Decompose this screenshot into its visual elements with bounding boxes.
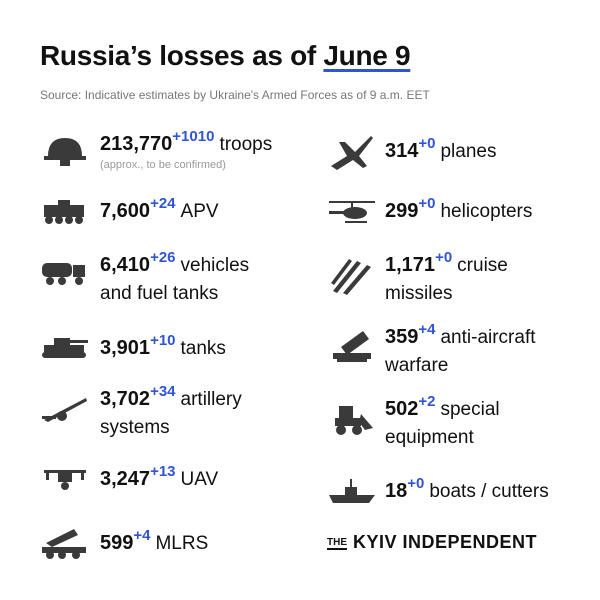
title-text: Russia’s losses as of [40, 40, 316, 71]
count: 314 [385, 140, 419, 162]
count: 18 [385, 480, 408, 502]
missiles-icon [331, 259, 371, 295]
truck-icon [42, 263, 85, 285]
loss-item: 299+0 helicopters [385, 195, 533, 226]
source: Source: Indicative estimates by Ukraine'… [40, 88, 430, 102]
count: 3,901 [100, 337, 151, 359]
delta: +4 [133, 527, 151, 544]
apv-icon [44, 200, 84, 224]
count: 7,600 [100, 200, 151, 222]
label: MLRS [155, 533, 209, 554]
helicopter-icon [329, 201, 375, 223]
delta: +0 [418, 135, 436, 152]
boat-icon [329, 479, 375, 503]
count: 299 [385, 200, 419, 222]
title-date: June 9 [323, 40, 411, 71]
loss-item: 1,171+0 cruise missiles [385, 249, 508, 307]
note: (approx., to be confirmed) [100, 159, 226, 171]
count: 359 [385, 326, 419, 348]
delta: +1010 [172, 128, 215, 145]
count: 599 [100, 532, 134, 554]
label: tanks [180, 338, 226, 359]
loss-item: 359+4 anti-aircraft warfare [385, 321, 536, 379]
label: special [440, 399, 500, 420]
loss-item: 3,247+13 UAV [100, 463, 219, 494]
label: systems [100, 417, 170, 438]
label: anti-aircraft [440, 327, 536, 348]
count: 3,702 [100, 388, 151, 410]
drone-icon [44, 470, 86, 490]
loss-item: 502+2 special equipment [385, 393, 500, 451]
delta: +13 [150, 463, 176, 480]
label: equipment [385, 427, 474, 448]
delta: +34 [150, 383, 176, 400]
logo-name: KYIV INDEPENDENT [353, 532, 538, 552]
loss-item: 314+0 planes [385, 135, 497, 166]
label: missiles [385, 283, 453, 304]
loss-item: 599+4 MLRS [100, 527, 209, 558]
label: boats / cutters [429, 481, 549, 502]
label: vehicles [180, 255, 250, 276]
count: 502 [385, 398, 419, 420]
loss-item: 3,702+34 artillery systems [100, 383, 242, 441]
delta: +24 [150, 195, 176, 212]
label: artillery [180, 389, 242, 410]
logo: THE KYIV INDEPENDENT [327, 532, 537, 553]
artillery-icon [42, 398, 87, 422]
label: warfare [385, 355, 449, 376]
loss-item: 18+0 boats / cutters [385, 475, 549, 506]
loss-item: 213,770+1010 troops (approx., to be confir… [100, 128, 273, 171]
plane-icon [331, 136, 373, 170]
label: cruise [457, 255, 508, 276]
loss-item: 3,901+10 tanks [100, 332, 226, 363]
mlrs-icon [42, 529, 86, 559]
loss-item: 6,410+26 vehicles and fuel tanks [100, 249, 250, 307]
count: 3,247 [100, 468, 151, 490]
tank-icon [42, 338, 88, 358]
helmet-icon [44, 138, 86, 166]
count: 1,171 [385, 254, 436, 276]
delta: +0 [435, 249, 453, 266]
label: planes [440, 141, 497, 162]
delta: +26 [150, 249, 176, 266]
count: 213,770 [100, 133, 173, 155]
anti-aircraft-icon [333, 331, 371, 362]
label: helicopters [440, 201, 533, 222]
delta: +0 [407, 475, 425, 492]
logo-prefix: THE [327, 537, 347, 550]
delta: +2 [418, 393, 436, 410]
special-equipment-icon [335, 406, 373, 435]
count: 6,410 [100, 254, 151, 276]
delta: +10 [150, 332, 176, 349]
label: and fuel tanks [100, 283, 219, 304]
title: Russia’s losses as of June 9 [40, 40, 411, 72]
label: UAV [180, 469, 219, 490]
delta: +4 [418, 321, 436, 338]
label: APV [180, 201, 219, 222]
label: troops [219, 134, 273, 155]
loss-item: 7,600+24 APV [100, 195, 219, 226]
delta: +0 [418, 195, 436, 212]
